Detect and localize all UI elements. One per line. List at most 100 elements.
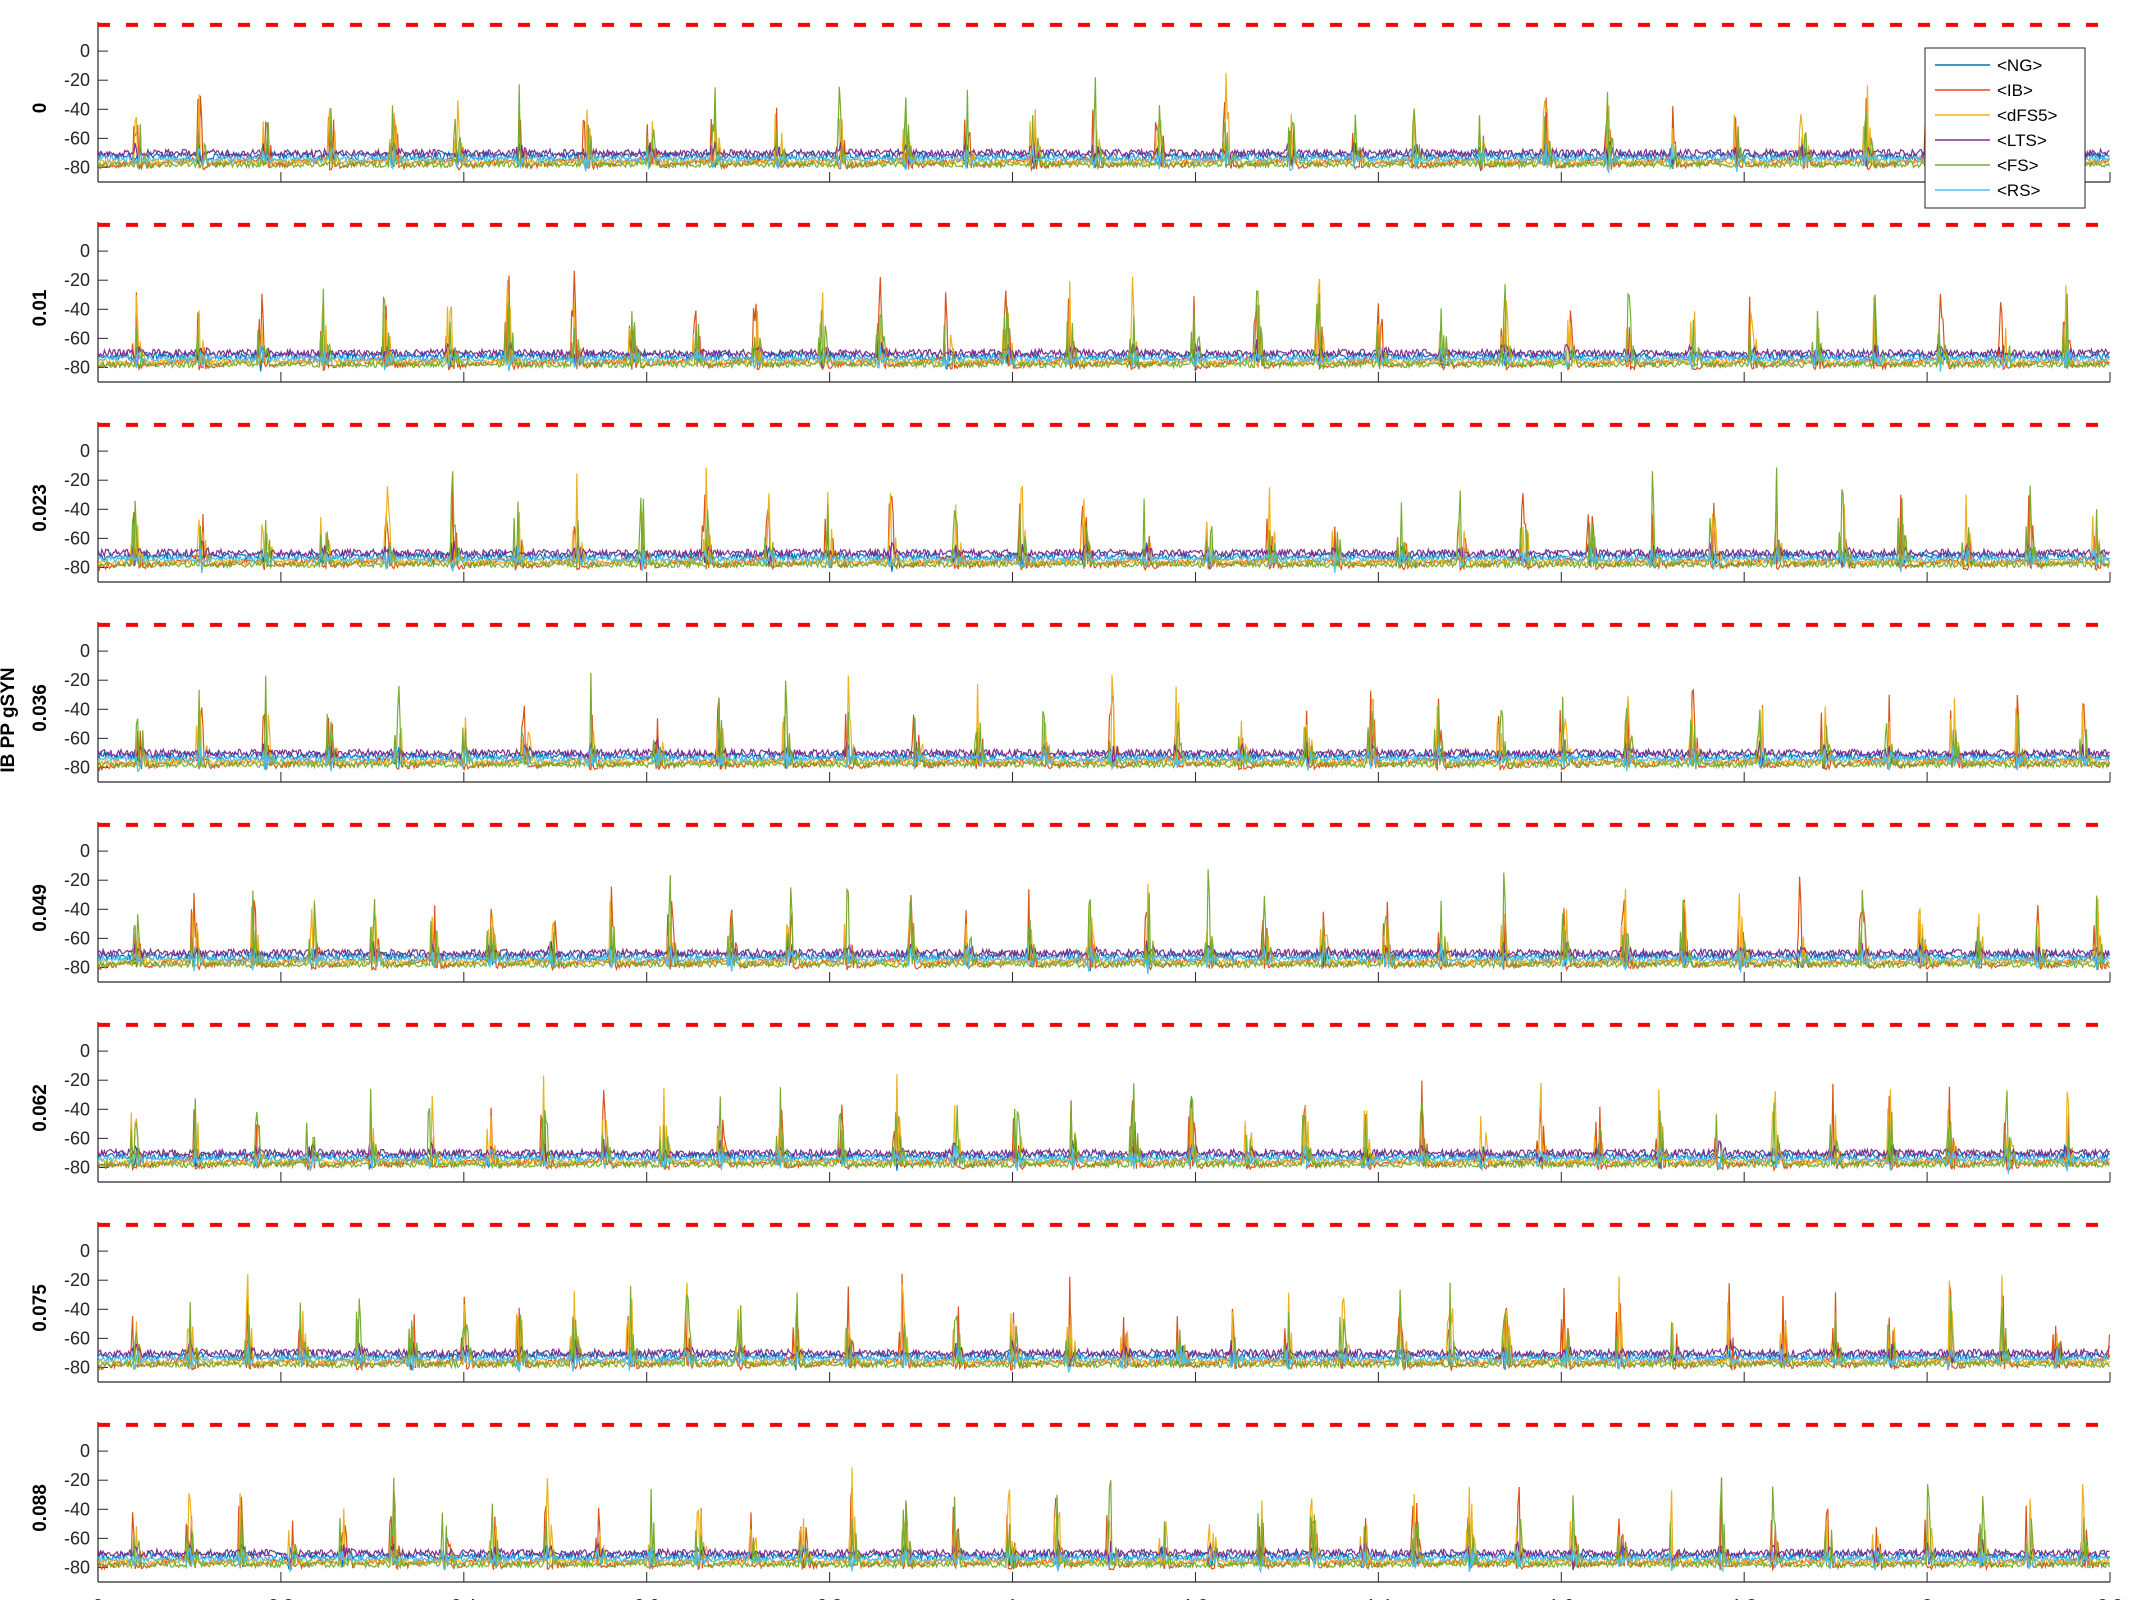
traces [98,869,2110,975]
x-tick-label: 2.2 [2097,1596,2122,1600]
series-trace-FS [98,77,2110,170]
panel-3: 0 -20 -40 -60 -80 0.036 [30,622,2111,783]
x-tick-label: 1 [1008,1596,1018,1600]
y-tick-label: -40 [64,899,90,919]
y-tick-label: -60 [64,128,90,148]
series-trace-LTS [98,338,2110,369]
x-tick-label: 2 [1922,1596,1932,1600]
series-trace-LTS [98,736,2110,767]
y-tick-label: -20 [64,1470,90,1490]
y-tick-label: -80 [64,157,90,177]
y-tick-label: -20 [64,270,90,290]
panel-label: 0.075 [30,1284,51,1332]
panel-7: 0 -20 -40 -60 -80 0.088 [30,1422,2111,1583]
x-tick-label: 1.6 [1549,1596,1574,1600]
y-tick-label: 0 [80,441,90,461]
panel-2: 0 -20 -40 -60 -80 0.023 [30,422,2111,583]
series-trace-RS [98,344,2110,372]
traces [98,1074,2110,1174]
y-tick-label: 0 [80,641,90,661]
series-trace-LTS [98,1536,2110,1571]
y-tick-label: -60 [64,1528,90,1548]
legend-entry: <dFS5> [1997,106,2058,125]
series-trace-FS [98,284,2110,370]
y-tick-label: -40 [64,699,90,719]
x-tick-label: 0.6 [634,1596,659,1600]
panel-label: 0.088 [30,1484,51,1532]
legend-entry: <NG> [1997,56,2042,75]
y-tick-label: -80 [64,957,90,977]
panel-label: 0.049 [30,884,51,932]
y-tick-label: -60 [64,1128,90,1148]
y-tick-label: -60 [64,328,90,348]
series-trace-IB [98,688,2110,773]
y-tick-label: -20 [64,870,90,890]
series-trace-dFS5 [98,674,2110,767]
series-trace-FS [98,1477,2110,1570]
y-tick-label: -40 [64,1099,90,1119]
y-tick-label: -20 [64,470,90,490]
y-tick-label: -80 [64,1357,90,1377]
x-axis: 00.20.40.60.811.21.41.61.822.2×104 [93,1596,2123,1600]
y-tick-label: 0 [80,1041,90,1061]
y-tick-label: -80 [64,1157,90,1177]
y-tick-label: -40 [64,1299,90,1319]
series-trace-RS [98,944,2110,975]
y-tick-label: -20 [64,1270,90,1290]
panel-6: 0 -20 -40 -60 -80 0.075 [30,1222,2111,1383]
panel-label: 0.062 [30,1084,51,1132]
panel-4: 0 -20 -40 -60 -80 0.049 [30,822,2111,983]
y-tick-label: -20 [64,70,90,90]
panels: 0 -20 -40 -60 -80 0 0 -20 -40 -60 -80 0.01 0 -20 -40 -6… [30,22,2111,1583]
series-trace-RS [98,143,2110,175]
panel-1: 0 -20 -40 -60 -80 0.01 [30,222,2111,383]
x-tick-label: 1.8 [1732,1596,1757,1600]
panel-5: 0 -20 -40 -60 -80 0.062 [30,1022,2111,1183]
series-trace-RS [98,546,2110,574]
series-trace-LTS [98,1337,2110,1367]
legend-entry: <IB> [1997,81,2033,100]
y-tick-label: -40 [64,499,90,519]
y-tick-label: -20 [64,670,90,690]
legend-entry: <RS> [1997,181,2041,200]
y-tick-label: -60 [64,928,90,948]
y-tick-label: -80 [64,1557,90,1577]
series-trace-RS [98,1144,2110,1174]
series-trace-NG [98,341,2110,372]
legend: <NG> <IB> <dFS5> <LTS> <FS> <RS> [1924,47,2086,209]
series-trace-LTS [98,138,2110,167]
series-trace-dFS5 [98,467,2110,567]
y-tick-label: -20 [64,1070,90,1090]
series-trace-RS [98,745,2110,773]
y-tick-label: 0 [80,41,90,61]
x-tick-label: 1.4 [1366,1596,1391,1600]
legend-entry: <FS> [1997,156,2039,175]
y-tick-label: -80 [64,557,90,577]
panel-label: 0.01 [30,289,51,326]
y-tick-label: -40 [64,99,90,119]
y-tick-label: 0 [80,1441,90,1461]
traces [98,467,2110,574]
series-trace-FS [98,1083,2110,1170]
y-tick-label: -40 [64,1499,90,1519]
x-tick-label: 0.8 [817,1596,842,1600]
legend-entry: <LTS> [1997,131,2047,150]
legend-box [1924,47,2086,209]
traces [98,672,2110,773]
series-trace-LTS [98,940,2110,967]
y-tick-label: -80 [64,757,90,777]
y-tick-label: -60 [64,528,90,548]
series-trace-RS [98,1544,2110,1574]
x-tick-label: 0 [93,1596,103,1600]
y-tick-label: 0 [80,841,90,861]
traces [98,1467,2110,1574]
y-tick-label: -40 [64,299,90,319]
x-tick-label: 1.2 [1183,1596,1208,1600]
series-trace-RS [98,1342,2110,1373]
series-trace-FS [98,672,2110,770]
y-tick-label: 0 [80,1241,90,1261]
panel-label: 0.036 [30,684,51,732]
series-trace-NG [98,540,2110,572]
traces [98,270,2110,372]
